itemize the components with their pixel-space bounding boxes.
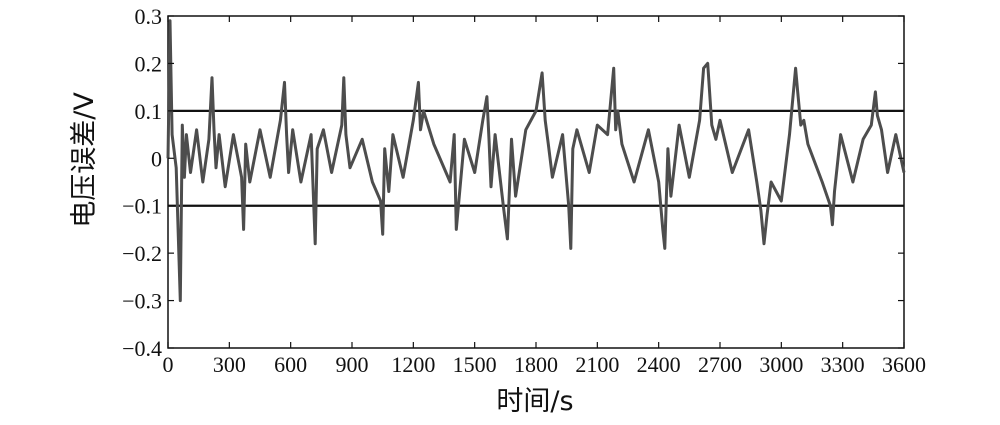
x-tick-label: 600 <box>274 352 307 377</box>
y-tick-label: 0.2 <box>135 51 163 76</box>
x-tick-label: 3000 <box>759 352 803 377</box>
x-tick-label: 2400 <box>637 352 681 377</box>
y-tick-label: 0.3 <box>135 4 163 29</box>
tick-labels: 0 300 600 900 1200 1500 1800 2100 2400 2700 3000 33… <box>122 4 926 377</box>
y-tick-label: −0.1 <box>122 194 162 219</box>
series-layer <box>166 19 906 303</box>
y-tick-label: 0.1 <box>135 99 163 124</box>
y-axis-title: 电压误差/V <box>69 92 100 228</box>
y-tick-label: −0.3 <box>122 289 162 314</box>
x-tick-label: 300 <box>213 352 246 377</box>
series-line-0 <box>166 19 906 303</box>
x-tick-label: 2700 <box>698 352 742 377</box>
x-tick-label: 3300 <box>821 352 865 377</box>
y-tick-label: −0.2 <box>122 241 162 266</box>
x-tick-label: 0 <box>163 352 174 377</box>
x-tick-label: 3600 <box>882 352 926 377</box>
x-tick-label: 1500 <box>453 352 497 377</box>
x-tick-label: 1800 <box>514 352 558 377</box>
plot-frame <box>167 15 905 349</box>
x-tick-label: 900 <box>336 352 369 377</box>
x-tick-label: 2100 <box>575 352 619 377</box>
ticks-layer <box>167 15 905 349</box>
y-tick-label: 0 <box>151 146 162 171</box>
x-tick-label: 1200 <box>391 352 435 377</box>
plot-border <box>167 15 905 349</box>
x-axis-title: 时间/s <box>496 386 573 417</box>
y-tick-label: −0.4 <box>122 336 162 361</box>
